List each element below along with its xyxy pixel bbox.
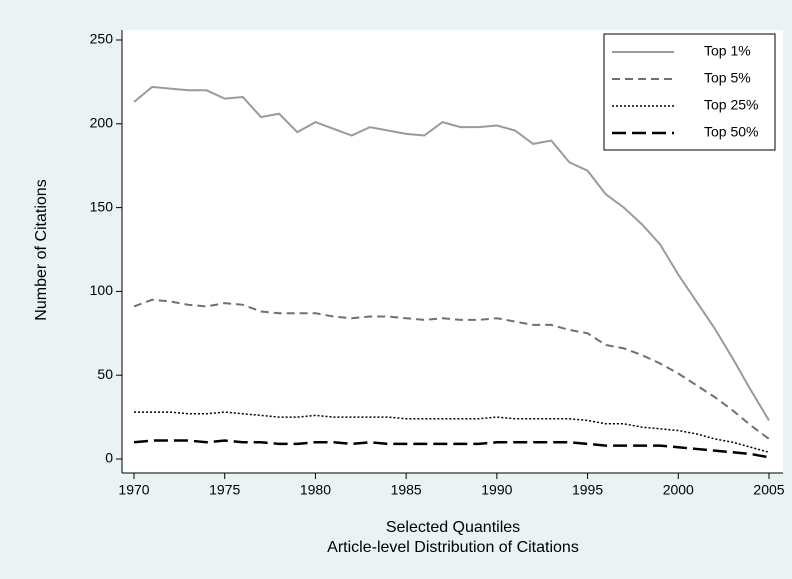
legend-label: Top 50% (704, 124, 758, 140)
series-line (133, 85, 770, 421)
x-tick-label: 1985 (391, 482, 422, 498)
y-tick-label: 250 (90, 31, 114, 47)
x-tick-label: 1995 (572, 482, 603, 498)
series-line (133, 298, 770, 440)
legend-label: Top 25% (704, 97, 758, 113)
caption: Article-level Distribution of Citations (327, 539, 579, 556)
x-tick-label: 1990 (481, 482, 512, 498)
legend-label: Top 1% (704, 43, 751, 59)
y-tick-label: 150 (90, 198, 114, 214)
y-tick-label: 100 (90, 282, 114, 298)
x-tick-label: 2000 (663, 482, 694, 498)
x-axis-title: Selected Quantiles (386, 519, 520, 536)
legend-label: Top 5% (704, 70, 751, 86)
x-tick-label: 1970 (118, 482, 149, 498)
series-line (133, 439, 770, 459)
y-tick-label: 200 (90, 115, 114, 131)
x-tick-label: 2005 (753, 482, 784, 498)
y-tick-label: 50 (97, 366, 113, 382)
legend-box (603, 33, 776, 151)
y-tick-label: 0 (105, 450, 113, 466)
x-tick-label: 1980 (300, 482, 331, 498)
y-axis-title: Number of Citations (33, 179, 50, 320)
x-tick-label: 1975 (209, 482, 240, 498)
